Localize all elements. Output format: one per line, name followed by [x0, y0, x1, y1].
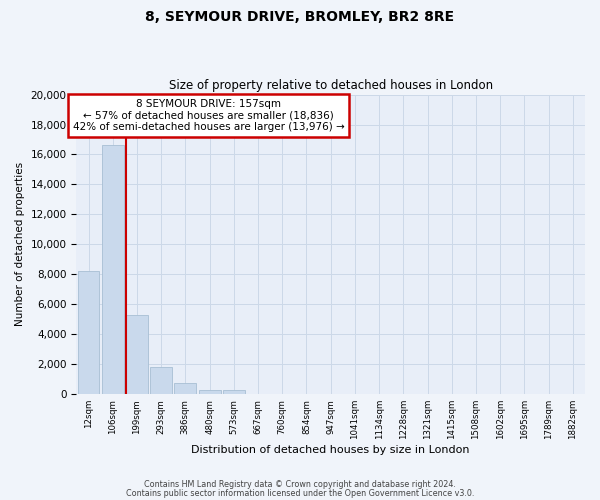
Bar — [77, 272, 100, 394]
Bar — [223, 390, 245, 394]
Bar — [150, 367, 172, 394]
Text: 8 SEYMOUR DRIVE: 157sqm
← 57% of detached houses are smaller (18,836)
42% of sem: 8 SEYMOUR DRIVE: 157sqm ← 57% of detache… — [73, 99, 344, 132]
X-axis label: Distribution of detached houses by size in London: Distribution of detached houses by size … — [191, 445, 470, 455]
Text: Contains public sector information licensed under the Open Government Licence v3: Contains public sector information licen… — [126, 488, 474, 498]
Text: 8, SEYMOUR DRIVE, BROMLEY, BR2 8RE: 8, SEYMOUR DRIVE, BROMLEY, BR2 8RE — [145, 10, 455, 24]
Bar — [126, 315, 148, 394]
Bar — [175, 382, 196, 394]
Bar — [199, 390, 221, 394]
Bar — [102, 146, 124, 394]
Text: Contains HM Land Registry data © Crown copyright and database right 2024.: Contains HM Land Registry data © Crown c… — [144, 480, 456, 489]
Title: Size of property relative to detached houses in London: Size of property relative to detached ho… — [169, 79, 493, 92]
Y-axis label: Number of detached properties: Number of detached properties — [15, 162, 25, 326]
